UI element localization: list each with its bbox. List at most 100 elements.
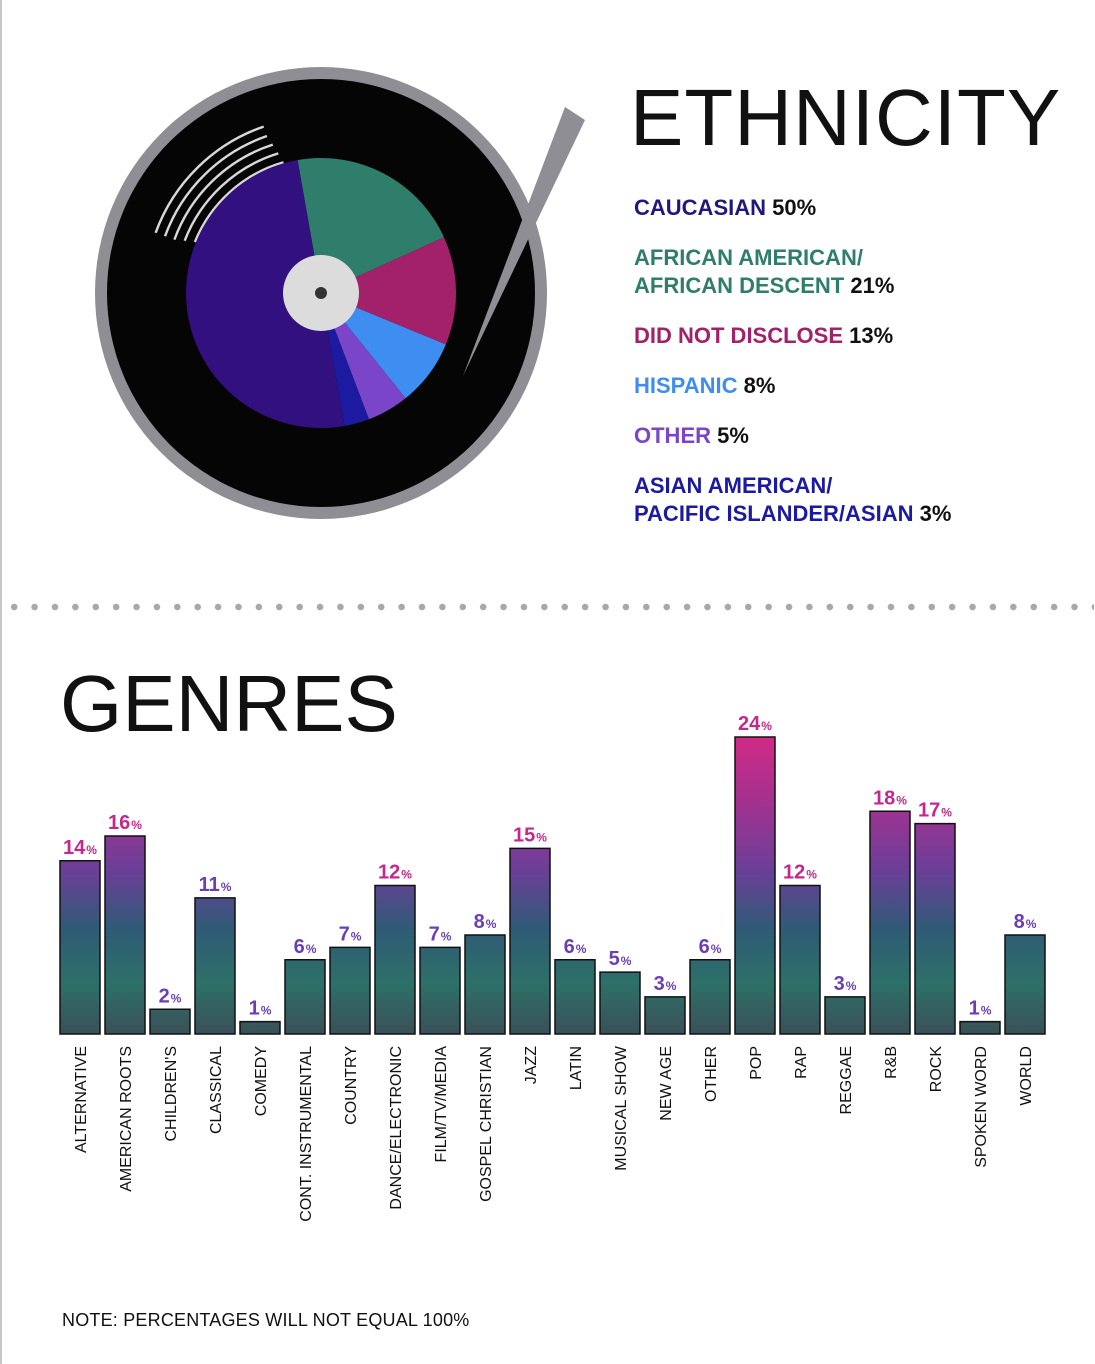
ethnicity-percent: 8% — [743, 373, 776, 398]
bar-value-number: 24 — [738, 713, 761, 735]
bar-value-number: 14 — [63, 837, 86, 859]
bar-value-number: 7 — [429, 923, 440, 945]
bar-value-suffix: % — [86, 843, 97, 857]
bar-value-suffix: % — [221, 880, 232, 894]
ethnicity-label: OTHER — [634, 423, 711, 448]
ethnicity-percent: 21% — [850, 273, 895, 298]
bar-value-label: 3% — [654, 973, 677, 995]
bar-value-label: 18% — [873, 787, 907, 809]
bar-value-suffix: % — [666, 979, 677, 993]
bar-value-suffix: % — [351, 929, 362, 943]
bar-value-suffix: % — [486, 917, 497, 931]
bar-value-number: 17 — [918, 800, 940, 822]
bar-value-label: 8% — [474, 911, 497, 933]
bar — [194, 897, 236, 1035]
record-groove — [163, 134, 268, 237]
bar-value-number: 1 — [249, 998, 260, 1020]
ethnicity-percent: 50% — [772, 195, 817, 220]
bar-value-number: 8 — [1014, 911, 1025, 933]
bar — [869, 810, 911, 1035]
pie-slice — [321, 237, 456, 345]
bar-value-label: 14% — [63, 837, 97, 859]
ethnicity-percent: 5% — [717, 423, 749, 448]
bar — [689, 959, 731, 1035]
ethnicity-label: AFRICAN AMERICAN/ AFRICAN DESCENT — [634, 245, 863, 298]
bar — [959, 1020, 1001, 1035]
bar-value-suffix: % — [171, 991, 182, 1005]
category-label: AMERICAN ROOTS — [118, 1046, 135, 1192]
bar-value-label: 1% — [969, 998, 992, 1020]
bar-value-suffix: % — [621, 954, 632, 968]
category-label: ROCK — [928, 1046, 945, 1093]
dotted-divider — [4, 600, 1094, 614]
bar-value-number: 6 — [564, 936, 575, 958]
ethnicity-legend-item: HISPANIC 8% — [634, 372, 1084, 400]
category-label: LATIN — [568, 1046, 585, 1090]
category-label: NEW AGE — [658, 1046, 675, 1121]
bar — [824, 996, 866, 1035]
bar-value-suffix: % — [536, 830, 547, 844]
category-label: ALTERNATIVE — [73, 1046, 90, 1153]
category-label: COMEDY — [253, 1046, 270, 1117]
bar-value-label: 6% — [294, 936, 317, 958]
bar — [239, 1020, 281, 1035]
ethnicity-legend-item: AFRICAN AMERICAN/ AFRICAN DESCENT 21% — [634, 244, 1084, 300]
record-groove — [183, 152, 279, 242]
ethnicity-percent: 3% — [919, 501, 952, 526]
pie-slice — [186, 160, 345, 428]
ethnicity-legend-item: OTHER 5% — [634, 422, 1084, 450]
bar-value-number: 16 — [108, 812, 130, 834]
bar-value-suffix: % — [896, 793, 907, 807]
bar-value-suffix: % — [441, 929, 452, 943]
bar-value-number: 12 — [783, 862, 805, 884]
bar-value-label: 1% — [249, 998, 272, 1020]
category-label: CHILDREN'S — [163, 1046, 180, 1142]
bar-value-suffix: % — [806, 868, 817, 882]
bar-value-number: 7 — [339, 923, 350, 945]
bar — [914, 822, 956, 1035]
ethnicity-label: DID NOT DISCLOSE — [634, 323, 844, 348]
bar-value-label: 6% — [699, 936, 722, 958]
bar — [1004, 934, 1046, 1035]
bar-value-label: 24% — [738, 713, 772, 735]
record-groove — [193, 161, 284, 243]
category-label: MUSICAL SHOW — [613, 1045, 630, 1171]
genres-title: GENRES — [60, 659, 398, 748]
bar — [104, 835, 146, 1035]
ethnicity-legend-item: DID NOT DISCLOSE 13% — [634, 322, 1084, 350]
bar-value-label: 7% — [339, 923, 362, 945]
bar-value-label: 12% — [378, 862, 412, 884]
category-label: CONT. INSTRUMENTAL — [298, 1046, 315, 1222]
ethnicity-percent: 13% — [849, 323, 894, 348]
bar-value-suffix: % — [1026, 917, 1037, 931]
ethnicity-legend-item: ASIAN AMERICAN/ PACIFIC ISLANDER/ASIAN 3… — [634, 472, 1084, 528]
bar — [644, 996, 686, 1035]
bar — [284, 959, 326, 1035]
bar-value-number: 18 — [873, 787, 895, 809]
bar-value-label: 6% — [564, 936, 587, 958]
bar-value-suffix: % — [261, 1004, 272, 1018]
bar — [464, 934, 506, 1035]
bar — [329, 946, 371, 1035]
category-label: FILM/TV/MEDIA — [433, 1046, 450, 1163]
bar-value-label: 17% — [918, 800, 952, 822]
pie-slice — [321, 293, 446, 399]
category-label: CLASSICAL — [208, 1046, 225, 1134]
bar-value-number: 1 — [969, 998, 980, 1020]
ethnicity-label: ASIAN AMERICAN/ PACIFIC ISLANDER/ASIAN — [634, 473, 914, 526]
bar-value-label: 15% — [513, 824, 547, 846]
bar — [779, 884, 821, 1035]
bar-value-label: 7% — [429, 923, 452, 945]
bar-value-number: 3 — [834, 973, 845, 995]
category-label: R&B — [883, 1046, 900, 1079]
category-label: JAZZ — [523, 1046, 540, 1084]
ethnicity-label: HISPANIC — [634, 373, 738, 398]
category-label: REGGAE — [838, 1046, 855, 1114]
tonearm — [463, 107, 585, 376]
bar — [419, 946, 461, 1035]
left-border — [0, 0, 2, 1364]
record-groove — [173, 143, 274, 241]
bar — [149, 1008, 191, 1035]
bar-value-suffix: % — [711, 942, 722, 956]
